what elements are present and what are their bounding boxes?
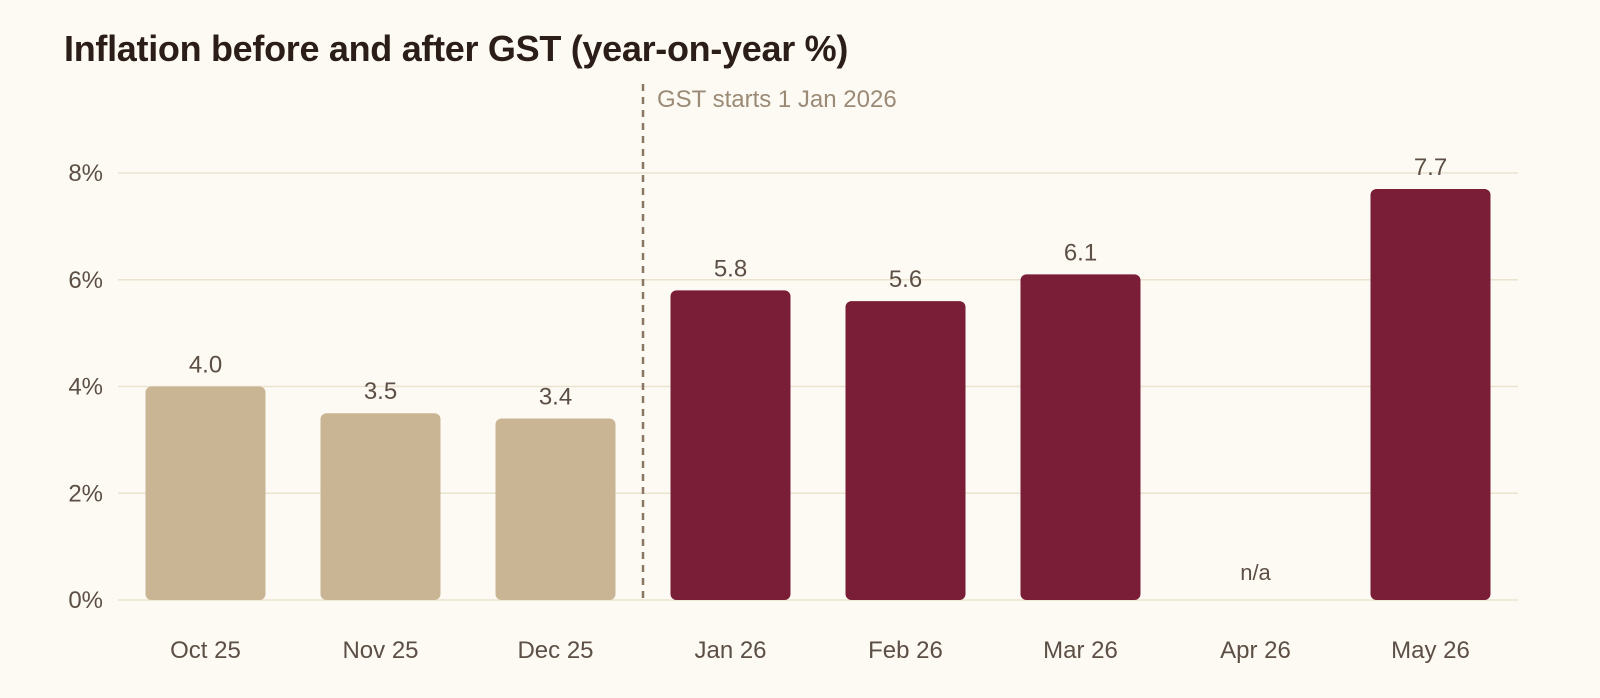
chart-title: Inflation before and after GST (year-on-… bbox=[64, 28, 849, 69]
x-tick-label: May 26 bbox=[1391, 637, 1470, 664]
x-tick-label: Feb 26 bbox=[868, 637, 943, 664]
y-tick-label: 8% bbox=[68, 160, 103, 187]
bar bbox=[1020, 274, 1141, 600]
missing-value-label: n/a bbox=[1240, 560, 1271, 585]
x-tick-label: Dec 25 bbox=[517, 637, 593, 664]
y-tick-label: 4% bbox=[68, 374, 103, 401]
bar bbox=[1370, 189, 1491, 600]
bar-value-label: 3.4 bbox=[539, 384, 572, 411]
x-tick-label: Jan 26 bbox=[694, 637, 766, 664]
bar-value-label: 7.7 bbox=[1414, 154, 1447, 181]
bar bbox=[670, 290, 791, 600]
bar-value-label: 5.8 bbox=[714, 255, 747, 282]
bar bbox=[845, 301, 966, 600]
x-tick-label: Apr 26 bbox=[1220, 637, 1291, 664]
x-tick-label: Oct 25 bbox=[170, 637, 241, 664]
bar bbox=[495, 418, 616, 600]
x-tick-label: Nov 25 bbox=[342, 637, 418, 664]
y-tick-label: 2% bbox=[68, 480, 103, 507]
bar-value-label: 6.1 bbox=[1064, 239, 1097, 266]
bar-value-label: 4.0 bbox=[189, 352, 222, 379]
y-tick-label: 6% bbox=[68, 267, 103, 294]
bar bbox=[145, 386, 266, 600]
bar bbox=[320, 413, 441, 600]
bar-value-label: 5.6 bbox=[889, 266, 922, 293]
gst-start-annotation: GST starts 1 Jan 2026 bbox=[657, 86, 897, 113]
bar-value-label: 3.5 bbox=[364, 378, 397, 405]
y-tick-label: 0% bbox=[68, 587, 103, 614]
x-tick-label: Mar 26 bbox=[1043, 637, 1118, 664]
